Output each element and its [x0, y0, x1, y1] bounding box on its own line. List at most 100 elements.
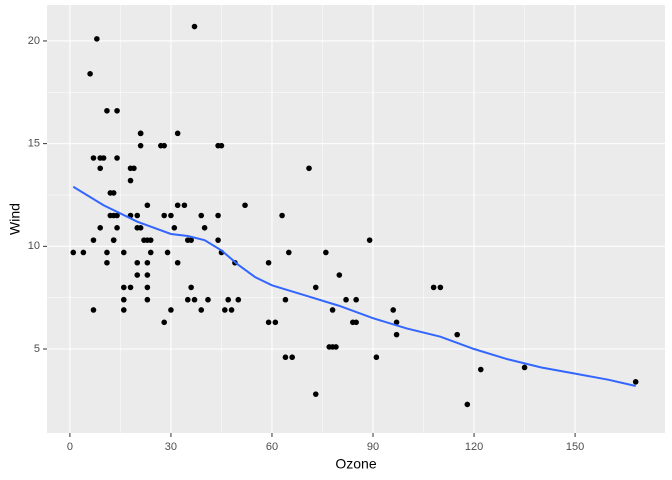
x-tick-label: 30 [165, 441, 177, 453]
point [174, 259, 181, 266]
point [161, 319, 168, 326]
point [94, 36, 100, 42]
point [343, 296, 349, 303]
y-tick-label: 5 [34, 343, 40, 355]
point [215, 142, 221, 149]
point [120, 284, 127, 291]
point [120, 296, 127, 303]
point [242, 202, 248, 209]
point [632, 379, 639, 385]
point [90, 307, 97, 313]
point [164, 249, 171, 256]
point [127, 165, 134, 172]
point [225, 296, 231, 303]
point [137, 225, 144, 231]
point [477, 366, 484, 373]
y-tick-label: 15 [28, 138, 40, 150]
point [390, 307, 397, 313]
point [521, 364, 528, 371]
point [289, 354, 295, 361]
point [393, 319, 400, 326]
point [127, 177, 134, 184]
point [144, 202, 151, 209]
point [184, 296, 191, 303]
x-tick-label: 150 [566, 441, 584, 453]
point [228, 307, 235, 313]
point [235, 296, 242, 303]
point [168, 307, 174, 313]
grid [47, 5, 665, 433]
point [137, 142, 144, 149]
point [329, 344, 336, 350]
panel [47, 5, 665, 433]
y-tick-label: 20 [28, 35, 40, 47]
x-tick-label: 0 [67, 441, 73, 453]
point [70, 249, 77, 256]
point [430, 284, 437, 291]
point [329, 307, 336, 313]
point [114, 155, 120, 161]
point [110, 212, 117, 219]
point [191, 296, 198, 303]
point [158, 142, 164, 149]
y-axis-title: Wind [7, 203, 23, 235]
point [312, 391, 319, 397]
point [198, 307, 205, 313]
point [323, 249, 329, 256]
point [188, 284, 194, 291]
point [215, 212, 221, 219]
point [286, 249, 292, 256]
point [265, 319, 272, 326]
x-axis-title: Ozone [335, 456, 376, 472]
point [104, 107, 110, 114]
point [127, 284, 134, 291]
smooth-line [72, 185, 636, 387]
point [215, 237, 221, 243]
point [90, 155, 97, 161]
y-tick-label: 10 [28, 240, 40, 252]
point [134, 212, 141, 219]
point [120, 307, 127, 313]
point [110, 190, 117, 196]
point [312, 284, 319, 291]
point [437, 284, 444, 291]
x-tick-label: 60 [266, 441, 278, 453]
marks [70, 23, 639, 408]
point [198, 212, 205, 219]
point [191, 23, 198, 30]
point [161, 212, 168, 219]
point [110, 237, 117, 243]
point [205, 296, 211, 303]
point [87, 71, 93, 77]
point [144, 296, 151, 303]
point [282, 296, 289, 303]
point [181, 202, 188, 209]
point [120, 249, 127, 256]
point [97, 155, 104, 161]
point [147, 249, 154, 256]
point [171, 225, 178, 231]
point [222, 307, 228, 313]
point [168, 212, 174, 219]
point [201, 225, 208, 231]
point [174, 130, 181, 137]
point [454, 331, 461, 338]
point [144, 284, 151, 291]
x-tick-label: 90 [367, 441, 379, 453]
point [104, 259, 110, 266]
point [306, 165, 312, 172]
point [279, 212, 285, 219]
point [366, 237, 373, 243]
point [393, 331, 400, 338]
point [147, 237, 154, 243]
point [188, 237, 194, 243]
point [144, 272, 151, 278]
point [353, 296, 359, 303]
point [80, 249, 87, 256]
point [134, 259, 141, 266]
x-tick-label: 120 [465, 441, 483, 453]
point [272, 319, 279, 326]
point [464, 401, 471, 408]
point [282, 354, 289, 361]
